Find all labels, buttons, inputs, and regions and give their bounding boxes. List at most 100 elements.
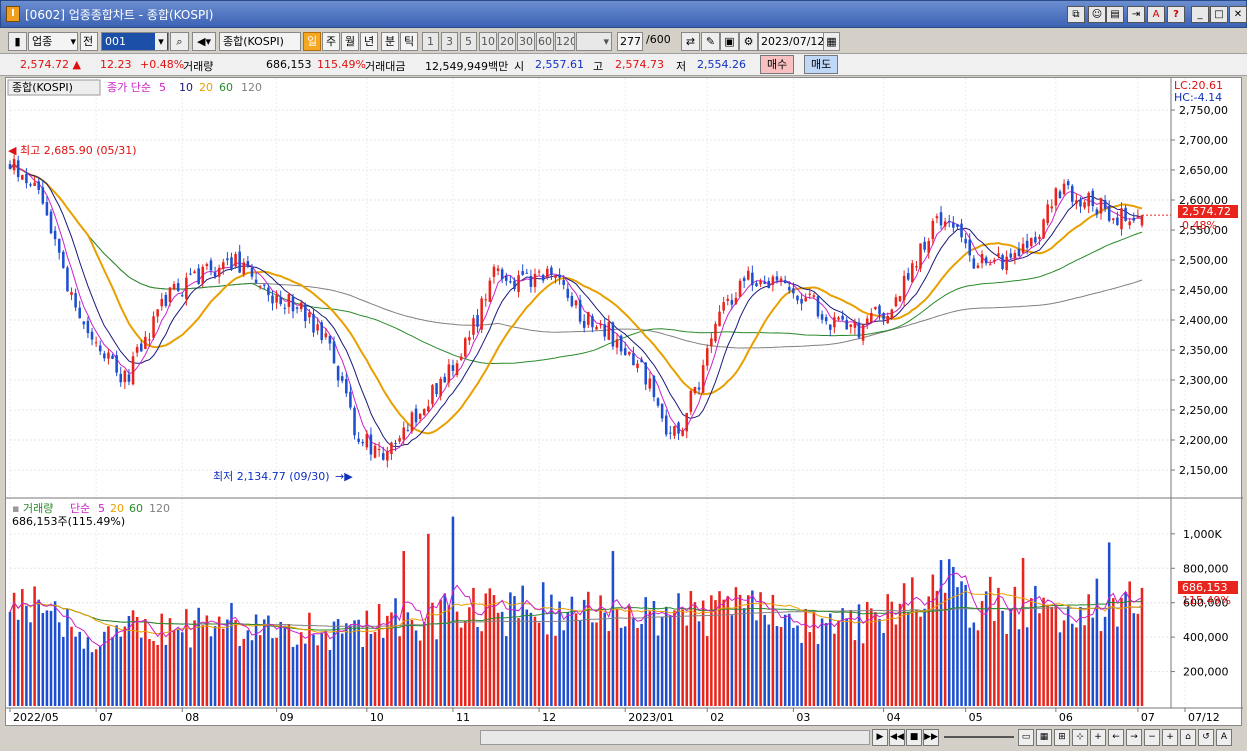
candle-body [1128,221,1131,226]
price-ma5: 5 [159,81,166,94]
calendar-icon[interactable]: ▦ [823,32,840,51]
sector-select[interactable]: 업종 ▾ [28,32,78,51]
window-title: [0602] 업종종합차트 - 종합(KOSPI) [25,8,214,22]
swap-icon[interactable]: ⇄ [681,32,700,51]
grid-icon[interactable]: ▦ [1036,729,1052,746]
speaker-icon[interactable]: ◀▾ [192,32,216,51]
scroll-track[interactable] [480,730,870,745]
candle-body [533,273,537,287]
candle-body [870,312,873,323]
volume-bar [874,612,877,706]
interval-1[interactable]: 1 [422,32,439,51]
interval-5[interactable]: 5 [460,32,477,51]
volume-bar [1013,586,1017,706]
x-tick-label: 10 [370,711,384,724]
expand-icon[interactable]: ⊞ [1054,729,1070,746]
candle-body [168,287,172,302]
volume-bar [1075,627,1078,706]
interval-20[interactable]: 20 [498,32,516,51]
candle-body [697,387,701,390]
volume-bar [533,616,537,706]
chart-area[interactable]: 2,750,00 2,700,00 2,650,00 2,600,00 2,550,00… [5,77,1243,727]
count-input[interactable]: 277 [617,32,643,51]
price-change-pct: +0.48% [140,58,185,71]
candle-body [1103,199,1107,209]
candle-body [1034,237,1037,243]
font-size-icon[interactable]: A [1216,729,1232,746]
buy-button[interactable]: 매수 [760,55,795,74]
sell-button[interactable]: 매도 [804,55,839,74]
zoom-slider[interactable] [944,736,1014,738]
volume-bar [1058,632,1062,706]
code-input[interactable]: 001 ▾ [101,32,169,51]
user-icon[interactable]: ☺ [1088,6,1106,23]
interval-10[interactable]: 10 [479,32,497,51]
draw-icon[interactable]: ✎ [701,32,720,51]
tab-week[interactable]: 주 [322,32,340,51]
play-icon[interactable]: ▶ [872,729,888,746]
save-icon[interactable]: ▣ [720,32,739,51]
volume-bar [865,601,869,706]
pin-icon[interactable]: ⇥ [1127,6,1145,23]
tab-year[interactable]: 년 [360,32,378,51]
candle-body [968,239,972,256]
font-icon[interactable]: A [1147,6,1165,23]
candle-body [447,364,451,383]
crosshair-icon[interactable]: ⊹ [1072,729,1088,746]
restore-icon[interactable]: □ [1210,6,1228,23]
tab-day[interactable]: 일 [303,32,321,51]
candles [8,154,1144,468]
price-panel-name-box[interactable] [7,79,101,96]
minimize-icon[interactable]: _ [1191,6,1209,23]
price-tick-label: 2,400,00 [1179,314,1228,327]
candle-body [660,403,664,419]
reset-icon[interactable]: ↺ [1198,729,1214,746]
x-tick-label: 2022/05 [13,711,59,724]
price-tick-label: 2,500,00 [1179,254,1228,267]
stop-icon[interactable]: ■ [906,729,922,746]
volume-bar [1124,592,1127,706]
volume-bar [144,618,147,706]
all-button[interactable]: 전 [80,32,98,51]
kospi-chart[interactable]: 2,750,00 2,700,00 2,650,00 2,600,00 2,550,00… [6,78,1243,727]
arrow-left-icon[interactable]: ← [1108,729,1124,746]
close-icon[interactable]: ✕ [1229,6,1247,23]
plus-icon[interactable]: + [1162,729,1178,746]
date-input[interactable]: 2023/07/12 [758,32,824,51]
candle-body [644,362,647,385]
search-icon[interactable]: ⌕ [170,32,189,51]
arrow-right-icon[interactable]: → [1126,729,1142,746]
volume-bar [312,634,315,706]
candle-body [771,276,775,285]
interval-120[interactable]: 120 [555,32,575,51]
tab-month[interactable]: 월 [341,32,359,51]
chart-type-icon[interactable]: ▮ [8,32,27,51]
rewind-icon[interactable]: ◀◀ [889,729,905,746]
volume-bar [127,615,131,706]
interval-dropdown[interactable]: ▾ [576,32,612,51]
link-icon[interactable]: ⧉ [1067,6,1085,23]
volume-bar [180,632,184,706]
tab-tick[interactable]: 틱 [400,32,418,51]
volume-bar [332,621,336,706]
help-icon[interactable]: ? [1167,6,1185,23]
settings-icon[interactable]: ⚙ [739,32,758,51]
volume-bar [611,551,615,706]
toggle-icon[interactable]: ▭ [1018,729,1034,746]
interval-30[interactable]: 30 [517,32,535,51]
interval-3[interactable]: 3 [441,32,458,51]
volume-bar [431,602,434,706]
tab-minute[interactable]: 분 [381,32,399,51]
price-ma-label: 종가 단순 [107,81,151,94]
interval-60[interactable]: 60 [536,32,554,51]
zoom-in-icon[interactable]: + [1090,729,1106,746]
volume-bar [148,639,151,706]
home-icon[interactable]: ⌂ [1180,729,1196,746]
zoom-out-icon[interactable]: − [1144,729,1160,746]
copy-icon[interactable]: ▤ [1106,6,1124,23]
candle-body [74,293,77,308]
volume-bar [541,582,545,706]
fast-forward-icon[interactable]: ▶▶ [923,729,939,746]
open-label: 시 [514,60,525,73]
volume-bar [234,620,237,706]
